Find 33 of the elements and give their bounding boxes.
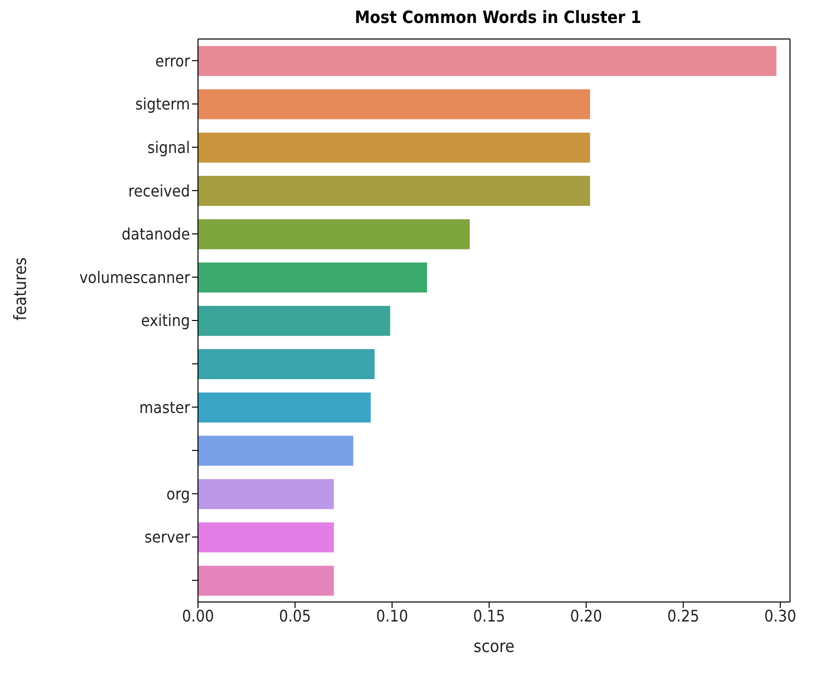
bar — [198, 46, 776, 76]
bar — [198, 522, 334, 552]
bar — [198, 349, 375, 380]
x-tick-label: 0.20 — [570, 606, 602, 626]
x-tick-label: 0.00 — [182, 606, 214, 626]
y-tick-label: server — [144, 528, 190, 547]
y-tick-label: sigterm — [135, 94, 190, 114]
x-tick-label: 0.15 — [473, 606, 506, 626]
x-tick-label: 0.10 — [376, 606, 408, 626]
y-tick-label: org — [166, 484, 190, 504]
x-axis-title: score — [473, 637, 515, 657]
bar — [198, 262, 428, 293]
y-tick-label: exiting — [141, 311, 190, 330]
y-tick-label: signal — [147, 138, 190, 157]
bar — [198, 392, 371, 422]
bar — [198, 89, 590, 120]
bar — [198, 479, 334, 510]
y-tick-label: volumescanner — [79, 268, 190, 287]
y-tick-label: error — [155, 51, 190, 70]
x-tick-label: 0.30 — [764, 606, 796, 626]
bar — [198, 219, 470, 250]
y-tick-label: datanode — [122, 224, 190, 244]
bar — [198, 566, 334, 596]
x-tick-label: 0.05 — [279, 606, 312, 626]
chart-title: Most Common Words in Cluster 1 — [354, 8, 642, 30]
y-tick-label: master — [139, 398, 190, 417]
x-tick-label: 0.25 — [667, 606, 700, 626]
bar — [198, 306, 390, 336]
bar — [198, 436, 354, 466]
bar — [198, 132, 590, 163]
y-axis-title: features — [11, 257, 32, 320]
bar — [198, 176, 590, 206]
y-tick-label: received — [128, 181, 190, 200]
